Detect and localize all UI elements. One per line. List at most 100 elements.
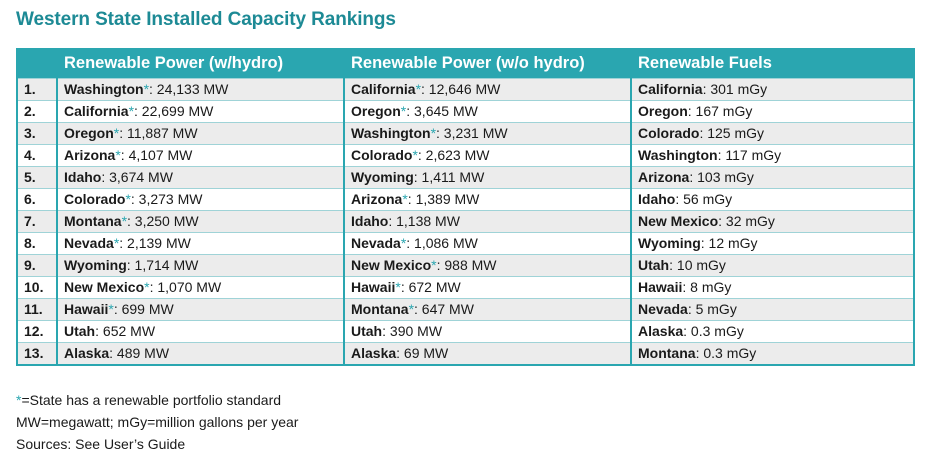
- footnote-units: MW=megawatt; mGy=million gallons per yea…: [16, 414, 299, 430]
- cell-power-without-hydro: Colorado*: 2,623 MW: [343, 143, 631, 166]
- table-row: 12. Utah: 652 MW Utah: 390 MW Alaska: 0.3 m…: [17, 319, 914, 342]
- state-name: Washington: [64, 80, 144, 97]
- table-row: 13. Alaska: 489 MW Alaska: 69 MW Montana: 0…: [17, 341, 914, 365]
- rank-cell: 6.: [17, 187, 57, 210]
- rank-cell: 12.: [17, 319, 57, 342]
- rps-star: *: [402, 190, 408, 207]
- table-row: 4. Arizona*: 4,107 MW Colorado*: 2,623 MW W…: [17, 143, 914, 166]
- column-header-power-without-hydro: Renewable Power (w/o hydro): [343, 49, 631, 78]
- rank-cell: 4.: [17, 143, 57, 166]
- state-name: California: [64, 102, 129, 119]
- cell-power-without-hydro: Alaska: 69 MW: [343, 341, 631, 365]
- capacity-value: : 11,887 MW: [119, 124, 198, 141]
- capacity-value: : 988 MW: [436, 256, 497, 273]
- capacity-value: : 1,411 MW: [413, 168, 485, 185]
- table-row: 1. Washington*: 24,133 MW California*: 12,…: [17, 77, 914, 100]
- rps-star: *: [408, 300, 415, 317]
- cell-renewable-fuels: Utah: 10 mGy: [630, 253, 914, 276]
- state-name: New Mexico: [351, 256, 432, 273]
- rank-cell: 3.: [17, 121, 57, 144]
- cell-power-with-hydro: Idaho: 3,674 MW: [56, 165, 344, 188]
- state-name: Colorado: [638, 124, 700, 141]
- table-row: 7. Montana*: 3,250 MW Idaho: 1,138 MW New M…: [17, 209, 914, 232]
- capacity-value: : 0.3 mGy: [695, 344, 757, 361]
- table-row: 2. California*: 22,699 MW Oregon*: 3,645 M…: [17, 99, 914, 122]
- state-name: Colorado: [64, 190, 126, 207]
- rps-star: *: [128, 102, 135, 119]
- capacity-value: : 3,231 MW: [436, 124, 508, 141]
- state-name: Hawaii: [64, 300, 109, 317]
- capacity-value: : 117 mGy: [717, 146, 782, 163]
- rankings-table: Renewable Power (w/hydro) Renewable Powe…: [16, 48, 915, 366]
- cell-power-with-hydro: California*: 22,699 MW: [56, 99, 344, 122]
- table-row: 3. Oregon*: 11,887 MW Washington*: 3,231 M…: [17, 121, 914, 144]
- table-row: 6. Colorado*: 3,273 MW Arizona*: 1,389 MW I…: [17, 187, 914, 210]
- capacity-value: : 301 mGy: [702, 80, 768, 97]
- capacity-value: : 699 MW: [113, 300, 174, 317]
- state-name: Oregon: [351, 102, 401, 119]
- cell-renewable-fuels: Colorado: 125 mGy: [630, 121, 914, 144]
- rps-star: *: [125, 190, 131, 207]
- rank-cell: 1.: [17, 77, 57, 100]
- cell-power-without-hydro: Idaho: 1,138 MW: [343, 209, 631, 232]
- cell-power-without-hydro: Wyoming: 1,411 MW: [343, 165, 631, 188]
- rps-star: *: [108, 300, 114, 317]
- state-name: Idaho: [64, 168, 102, 185]
- capacity-value: : 8 mGy: [682, 278, 732, 295]
- cell-renewable-fuels: Hawaii: 8 mGy: [630, 275, 914, 298]
- rps-star: *: [431, 256, 437, 273]
- footnote-rps: *=State has a renewable portfolio standa…: [16, 389, 298, 411]
- page-title: Western State Installed Capacity Ranking…: [16, 9, 396, 30]
- state-name: Alaska: [638, 322, 684, 339]
- column-header-power-with-hydro: Renewable Power (w/hydro): [56, 49, 344, 78]
- cell-power-without-hydro: New Mexico*: 988 MW: [343, 253, 631, 276]
- state-name: California: [351, 80, 416, 97]
- capacity-value: : 0.3 mGy: [683, 322, 744, 339]
- cell-power-without-hydro: Hawaii*: 672 MW: [343, 275, 631, 298]
- state-name: Utah: [351, 322, 383, 339]
- capacity-value: : 672 MW: [400, 278, 461, 295]
- state-name: Montana: [64, 212, 122, 229]
- cell-renewable-fuels: Alaska: 0.3 mGy: [630, 319, 914, 342]
- state-name: Idaho: [351, 212, 389, 229]
- cell-renewable-fuels: Nevada: 5 mGy: [630, 297, 914, 320]
- capacity-value: : 56 mGy: [675, 190, 733, 207]
- rps-star: *: [400, 102, 407, 119]
- capacity-value: : 167 mGy: [687, 102, 753, 119]
- capacity-value: : 1,138 MW: [388, 212, 460, 229]
- state-name: Arizona: [64, 146, 116, 163]
- state-name: Utah: [638, 256, 670, 273]
- capacity-value: : 1,389 MW: [407, 190, 480, 207]
- state-name: Montana: [351, 300, 409, 317]
- rps-star: *: [115, 146, 121, 163]
- rank-cell: 2.: [17, 99, 57, 122]
- capacity-value: : 489 MW: [109, 344, 170, 361]
- state-name: New Mexico: [638, 212, 719, 229]
- rank-cell: 7.: [17, 209, 57, 232]
- footnote-rps-text: =State has a renewable portfolio standar…: [21, 392, 282, 408]
- state-name: Utah: [64, 322, 96, 339]
- capacity-value: : 3,250 MW: [127, 212, 199, 229]
- capacity-value: : 12 mGy: [700, 234, 758, 251]
- rps-star: *: [144, 278, 150, 295]
- cell-power-with-hydro: New Mexico*: 1,070 MW: [56, 275, 344, 298]
- capacity-value: : 69 MW: [396, 344, 449, 361]
- capacity-value: : 24,133 MW: [149, 80, 229, 97]
- rps-star: *: [412, 146, 418, 163]
- cell-power-with-hydro: Alaska: 489 MW: [56, 341, 344, 365]
- rank-column-header: [17, 49, 57, 78]
- rank-cell: 5.: [17, 165, 57, 188]
- state-name: Alaska: [351, 344, 397, 361]
- capacity-value: : 4,107 MW: [120, 146, 193, 163]
- cell-power-with-hydro: Arizona*: 4,107 MW: [56, 143, 344, 166]
- cell-power-with-hydro: Colorado*: 3,273 MW: [56, 187, 344, 210]
- state-name: Colorado: [351, 146, 413, 163]
- capacity-value: : 3,674 MW: [101, 168, 173, 185]
- capacity-value: : 390 MW: [382, 322, 443, 339]
- capacity-value: : 125 mGy: [699, 124, 765, 141]
- state-name: Wyoming: [351, 168, 414, 185]
- cell-power-with-hydro: Washington*: 24,133 MW: [56, 77, 344, 100]
- rps-star: *: [121, 212, 128, 229]
- cell-power-with-hydro: Nevada*: 2,139 MW: [56, 231, 344, 254]
- table-row: 10. New Mexico*: 1,070 MW Hawaii*: 672 MW H…: [17, 275, 914, 298]
